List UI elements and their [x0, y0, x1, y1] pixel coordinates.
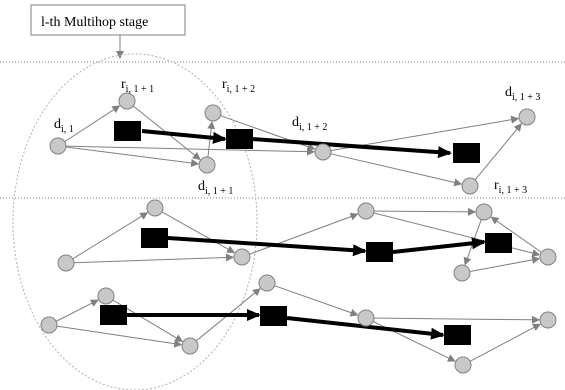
- flows-layer: [127, 129, 486, 340]
- flow-arrow: [392, 237, 486, 254]
- link-arrow: [474, 123, 522, 181]
- node-circle: [461, 177, 479, 195]
- node-circle: [204, 104, 222, 122]
- node-circle: [539, 248, 557, 266]
- node-circle: [49, 137, 67, 155]
- relay-block: [366, 242, 393, 262]
- link-arrow: [161, 211, 236, 254]
- relay-block: [260, 306, 287, 326]
- flow-arrow: [286, 316, 445, 340]
- relay-block: [141, 228, 168, 248]
- label-d-i11: di, 1 + 1: [198, 179, 233, 197]
- stage-callout: l-th Multihop stage: [30, 4, 186, 59]
- label-d-i1: di, 1: [54, 117, 74, 135]
- link-arrow: [274, 285, 359, 317]
- node-circle: [357, 309, 375, 327]
- link-arrow: [373, 207, 477, 216]
- link-arrow: [469, 323, 541, 362]
- relay-block: [226, 129, 253, 149]
- relay-block: [114, 121, 141, 141]
- node-circle: [539, 311, 557, 329]
- link-arrow: [373, 315, 541, 324]
- node-circle: [475, 203, 493, 221]
- node-circle: [118, 92, 136, 110]
- link-arrow: [65, 146, 200, 167]
- link-arrow: [490, 216, 542, 253]
- link-arrow: [55, 299, 99, 322]
- link-arrow: [64, 105, 121, 143]
- node-circle: [198, 156, 216, 174]
- node-circle: [57, 254, 75, 272]
- node-circle: [181, 337, 199, 355]
- node-circle: [40, 316, 58, 334]
- node-circle: [146, 199, 164, 217]
- label-r-i12: ri, 1 + 2: [222, 77, 255, 95]
- label-r-i11: ri, 1 + 1: [121, 77, 154, 95]
- link-arrow: [469, 255, 541, 273]
- label-d-i12: di, 1 + 2: [292, 115, 327, 133]
- label-r-i13: ri, 1 + 3: [494, 178, 527, 196]
- node-circle: [357, 202, 375, 220]
- relay-block: [485, 233, 512, 253]
- blocks-layer: [100, 121, 512, 345]
- callout-box: [30, 4, 186, 36]
- link-arrow: [249, 212, 359, 255]
- node-circle: [97, 287, 115, 305]
- label-d-i13: di, 1 + 3: [505, 85, 540, 103]
- stage-ellipse: [12, 53, 258, 390]
- node-circle: [314, 143, 332, 161]
- links-layer: [55, 105, 542, 362]
- flow-arrow: [141, 129, 227, 144]
- relay-block: [444, 325, 471, 345]
- node-circle: [233, 248, 251, 266]
- callout-label: l-th Multihop stage: [41, 15, 148, 30]
- link-arrow: [56, 325, 183, 348]
- flow-arrow: [251, 137, 452, 159]
- link-arrow: [330, 153, 463, 187]
- relay-block: [100, 305, 127, 325]
- node-circle: [258, 274, 276, 292]
- link-arrow: [73, 253, 235, 264]
- node-circle: [453, 264, 471, 282]
- flow-arrow: [167, 236, 367, 257]
- node-circle: [518, 108, 536, 126]
- nodes-layer: [40, 92, 557, 374]
- link-arrow: [65, 145, 316, 156]
- relay-block: [453, 143, 480, 163]
- node-labels: di, 1 ri, 1 + 1 ri, 1 + 2 di, 1 + 2 di, …: [54, 77, 540, 197]
- node-circle: [454, 356, 472, 374]
- link-arrow: [72, 212, 149, 260]
